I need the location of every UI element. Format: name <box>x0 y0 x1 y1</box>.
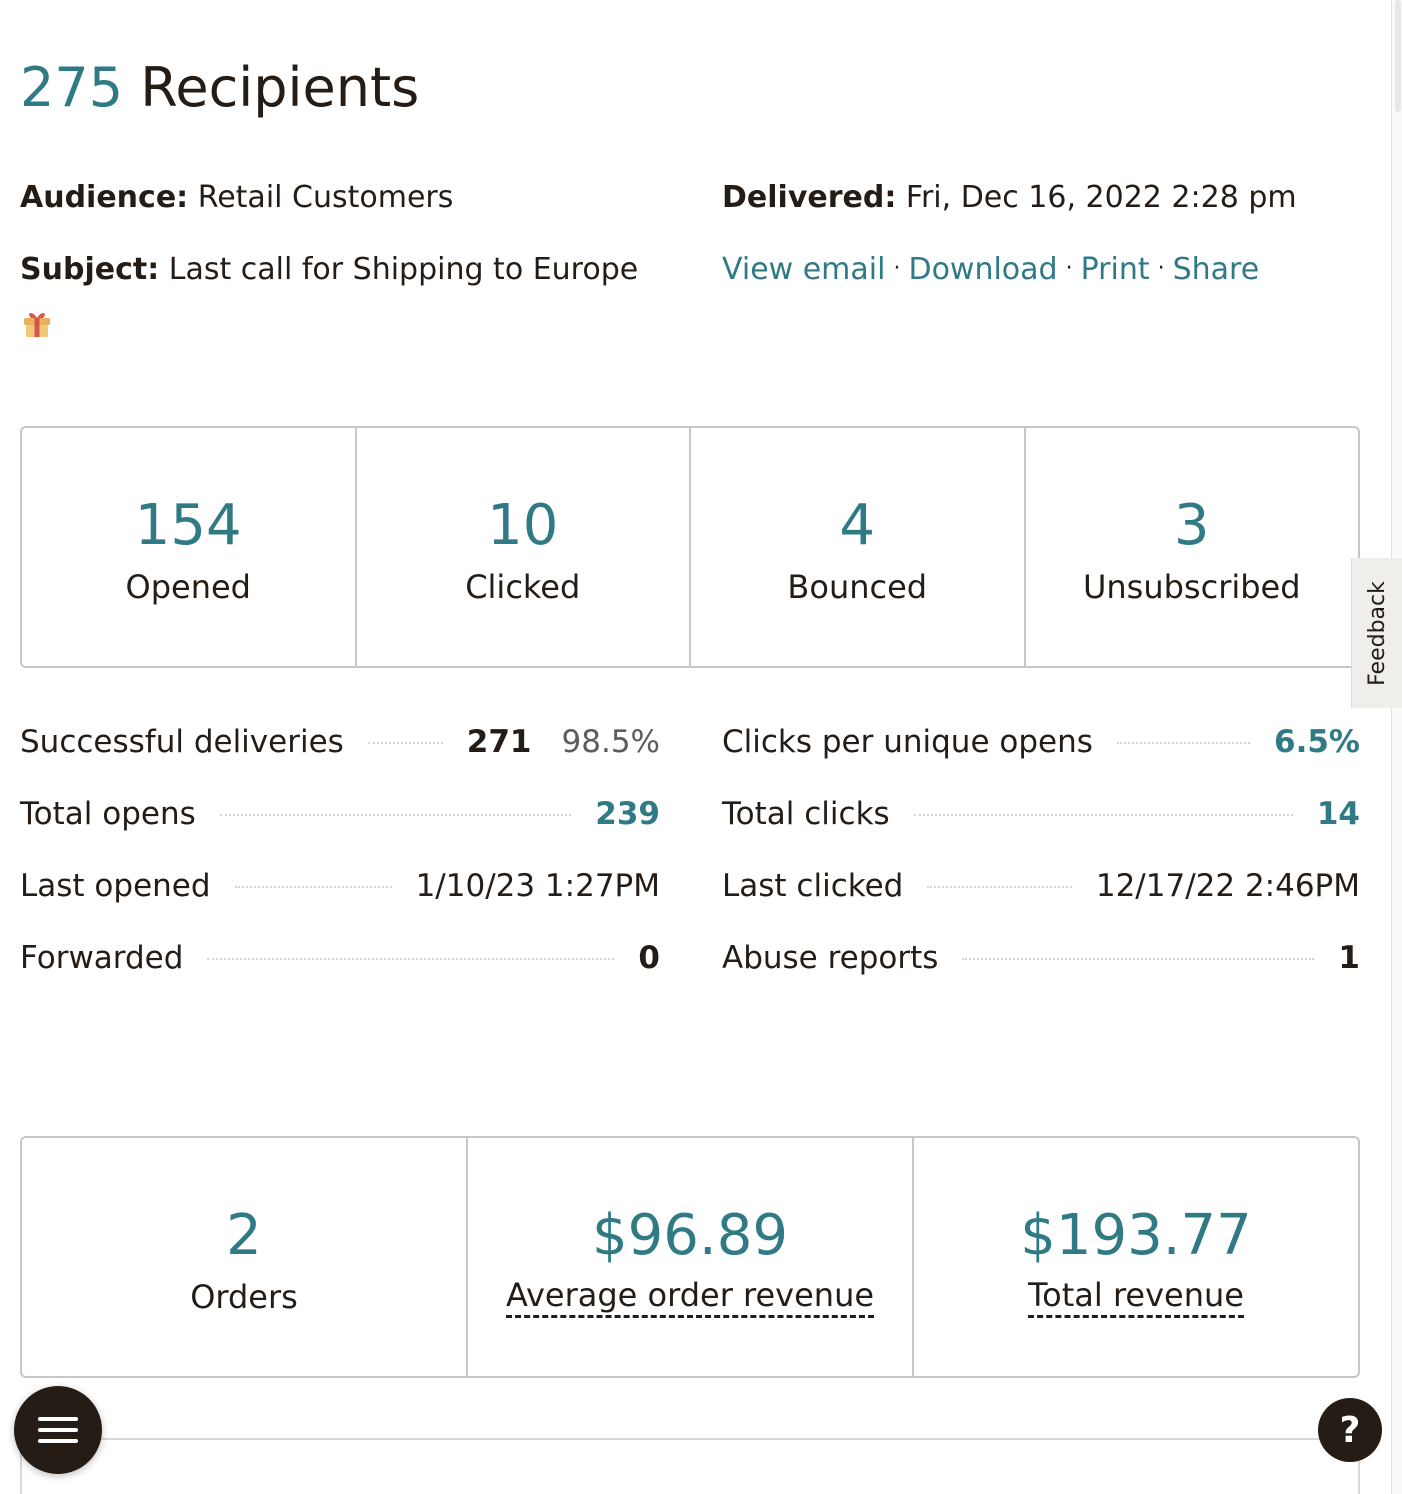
stat-average-order-revenue: $96.89 Average order revenue <box>466 1138 912 1376</box>
share-link[interactable]: Share <box>1172 252 1260 287</box>
dotted-leader <box>927 886 1072 888</box>
menu-button[interactable] <box>14 1386 102 1474</box>
total-revenue-tooltip-trigger[interactable]: Total revenue <box>1028 1277 1244 1319</box>
total-opens-link[interactable]: 239 <box>595 796 660 832</box>
metrics-right: Clicks per unique opens 6.5% Total click… <box>722 724 1360 1012</box>
hamburger-icon <box>38 1439 78 1443</box>
help-icon: ? <box>1339 1409 1361 1451</box>
successful-deliveries-count: 271 <box>466 724 532 760</box>
stat-value: 4 <box>839 493 876 558</box>
scrollbar-thumb[interactable] <box>1395 0 1401 112</box>
metric-value: 1 <box>1338 940 1360 976</box>
delivered-label: Delivered: <box>722 180 897 215</box>
subject-value: Last call for Shipping to Europe <box>168 252 639 287</box>
dotted-leader <box>1116 742 1251 744</box>
metric-label: Forwarded <box>20 940 184 976</box>
total-clicks-link[interactable]: 14 <box>1316 796 1360 832</box>
next-section-card <box>20 1438 1360 1494</box>
dotted-leader <box>207 958 615 960</box>
metric-label: Successful deliveries <box>20 724 344 760</box>
audience-value: Retail Customers <box>197 180 454 215</box>
metric-label: Total clicks <box>722 796 890 832</box>
feedback-tab[interactable]: Feedback <box>1351 558 1402 708</box>
hamburger-icon <box>38 1417 78 1421</box>
dotted-leader <box>367 742 443 744</box>
metric-row: Abuse reports 1 <box>722 940 1360 1012</box>
link-separator: · <box>1065 256 1073 281</box>
dotted-leader <box>234 886 392 888</box>
stat-bounced[interactable]: 4 Bounced <box>689 428 1024 666</box>
page-title: 275 Recipients <box>20 56 419 121</box>
audience-label: Audience: <box>20 180 189 215</box>
stat-clicked[interactable]: 10 Clicked <box>354 428 690 666</box>
view-email-link[interactable]: View email <box>722 252 886 287</box>
stat-label: Opened <box>125 568 251 606</box>
download-link[interactable]: Download <box>908 252 1058 287</box>
dotted-leader <box>219 814 572 816</box>
metric-row: Total clicks 14 <box>722 796 1360 868</box>
metric-label: Last opened <box>20 868 211 904</box>
feedback-label: Feedback <box>1364 580 1390 686</box>
engagement-summary: 154 Opened 10 Clicked 4 Bounced 3 Unsubs… <box>20 426 1360 668</box>
clicks-per-unique-opens-link[interactable]: 6.5% <box>1274 724 1360 760</box>
stat-value: $193.77 <box>1020 1203 1252 1268</box>
audience-line: Audience: Retail Customers <box>20 180 453 216</box>
stat-label: Bounced <box>787 568 928 606</box>
successful-deliveries-percent: 98.5% <box>561 724 660 760</box>
stat-label: Unsubscribed <box>1082 568 1301 606</box>
stat-label: Clicked <box>465 568 581 606</box>
help-button[interactable]: ? <box>1318 1398 1382 1462</box>
recipient-count: 275 <box>20 56 124 119</box>
metric-value: 12/17/22 2:46PM <box>1095 868 1360 904</box>
metric-row: Forwarded 0 <box>20 940 660 1012</box>
dotted-leader <box>962 958 1315 960</box>
stat-unsubscribed[interactable]: 3 Unsubscribed <box>1023 428 1359 666</box>
scrollbar[interactable] <box>1391 0 1402 1494</box>
metric-row: Last opened 1/10/23 1:27PM <box>20 868 660 940</box>
revenue-summary: 2 Orders $96.89 Average order revenue $1… <box>20 1136 1360 1378</box>
metric-row: Clicks per unique opens 6.5% <box>722 724 1360 796</box>
metric-row: Last clicked 12/17/22 2:46PM <box>722 868 1360 940</box>
metric-label: Last clicked <box>722 868 904 904</box>
stat-value: 3 <box>1173 493 1210 558</box>
stat-value: 2 <box>226 1203 262 1268</box>
subject-label: Subject: <box>20 252 160 287</box>
print-link[interactable]: Print <box>1080 252 1150 287</box>
stat-value: 10 <box>487 493 559 558</box>
link-separator: · <box>893 256 901 281</box>
report-actions: View email · Download · Print · Share <box>722 252 1259 288</box>
link-separator: · <box>1157 256 1165 281</box>
metric-label: Total opens <box>20 796 196 832</box>
hamburger-icon <box>38 1428 78 1432</box>
stat-total-revenue: $193.77 Total revenue <box>912 1138 1358 1376</box>
delivered-line: Delivered: Fri, Dec 16, 2022 2:28 pm <box>722 180 1297 216</box>
stat-value: $96.89 <box>592 1203 788 1268</box>
dotted-leader <box>913 814 1293 816</box>
stat-label: Orders <box>190 1278 298 1316</box>
gift-icon <box>24 313 50 337</box>
metric-value: 271 98.5% <box>467 724 660 760</box>
stat-orders: 2 Orders <box>22 1138 466 1376</box>
recipient-label: Recipients <box>140 56 420 119</box>
delivered-value: Fri, Dec 16, 2022 2:28 pm <box>905 180 1297 215</box>
stat-value: 154 <box>134 493 242 558</box>
metric-row: Total opens 239 <box>20 796 660 868</box>
subject-line: Subject: Last call for Shipping to Europ… <box>20 252 638 288</box>
metric-label: Abuse reports <box>722 940 939 976</box>
metrics-left: Successful deliveries 271 98.5% Total ope… <box>20 724 660 1012</box>
stat-opened[interactable]: 154 Opened <box>22 428 355 666</box>
metric-value: 1/10/23 1:27PM <box>415 868 660 904</box>
metric-value: 0 <box>638 940 660 976</box>
metric-label: Clicks per unique opens <box>722 724 1093 760</box>
average-order-revenue-tooltip-trigger[interactable]: Average order revenue <box>505 1277 875 1319</box>
metric-row: Successful deliveries 271 98.5% <box>20 724 660 796</box>
